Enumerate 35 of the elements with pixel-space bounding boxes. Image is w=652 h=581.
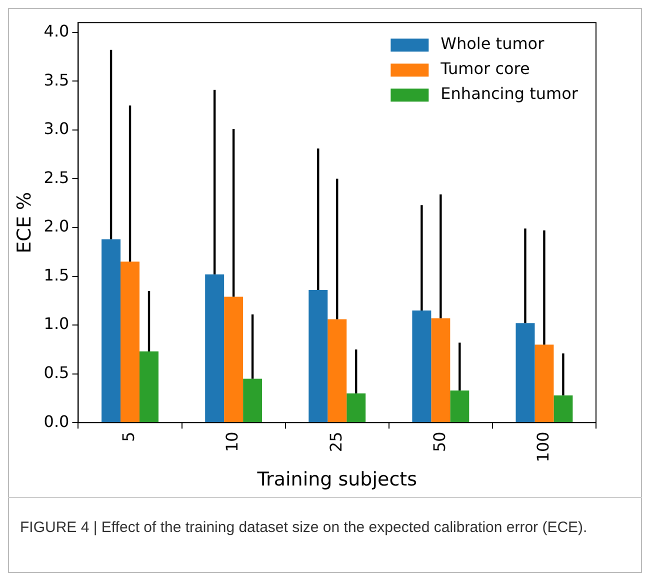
- bar: [554, 395, 573, 422]
- bar: [205, 274, 224, 422]
- y-tick-label: 1.0: [44, 314, 70, 334]
- bar: [328, 319, 347, 422]
- legend-label: Whole tumor: [440, 34, 545, 53]
- y-tick-label: 2.5: [44, 168, 70, 187]
- x-tick-label: 25: [326, 432, 346, 452]
- y-tick-label: 3.0: [44, 119, 70, 138]
- bar: [243, 378, 262, 422]
- caption: FIGURE 4 | Effect of the training dataset size on the expected calibration error (ECE).: [20, 518, 588, 538]
- y-tick-label: 4.0: [44, 22, 70, 41]
- y-tick-label: 1.5: [44, 265, 70, 284]
- bar: [102, 239, 121, 422]
- bar: [450, 390, 470, 422]
- bar: [412, 310, 432, 422]
- y-tick-label: 0.5: [44, 363, 70, 382]
- bar: [516, 323, 535, 422]
- bar: [140, 351, 158, 422]
- bar: [346, 393, 366, 422]
- bar: [120, 262, 140, 422]
- bar: [308, 290, 328, 422]
- y-tick-label: 2.0: [44, 216, 70, 236]
- bar: [224, 296, 244, 422]
- y-tick-label: 3.5: [44, 70, 70, 90]
- x-tick-label: 50: [430, 432, 449, 452]
- x-tick-label: 10: [222, 432, 242, 452]
- bar: [534, 344, 554, 422]
- y-axis-title: ECE %: [13, 192, 36, 254]
- x-tick-label: 5: [119, 432, 138, 442]
- x-axis-title: Training subjects: [256, 468, 418, 491]
- legend-label: Enhancing tumor: [440, 84, 578, 103]
- y-tick-label: 0.0: [44, 412, 70, 431]
- x-tick-label: 100: [533, 432, 552, 462]
- bar: [431, 318, 450, 422]
- legend-label: Tumor core: [440, 58, 530, 78]
